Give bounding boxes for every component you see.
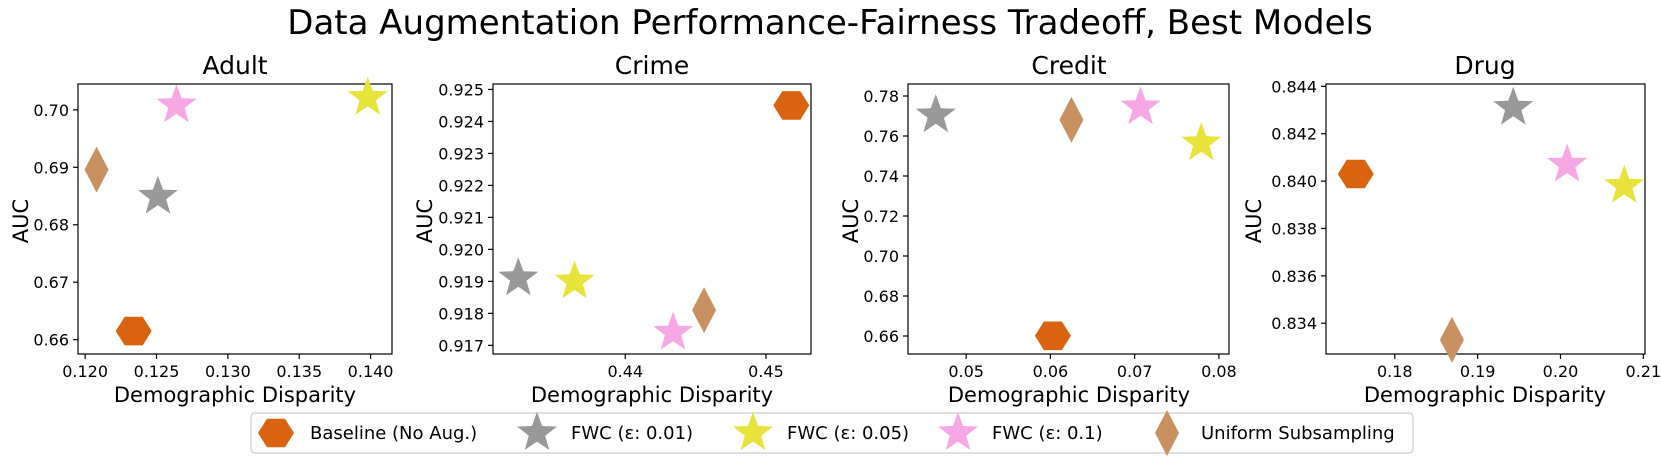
y-axis-label: AUC: [839, 199, 863, 243]
plot-area-frame: [77, 83, 393, 355]
point-fwc-01: [1120, 86, 1161, 125]
legend-marker-fwc-005: [733, 412, 773, 450]
legend-label: Uniform Subsampling: [1201, 423, 1395, 444]
point-uniform: [1059, 96, 1084, 143]
y-tick-label: 0.921: [438, 208, 484, 227]
point-fwc-01: [156, 84, 197, 123]
point-fwc-001: [138, 175, 178, 214]
y-tick-label: 0.923: [438, 144, 484, 163]
y-tick-label: 0.922: [438, 176, 484, 195]
plot-area-frame: [1325, 83, 1646, 355]
panel-drug: Drug Demographic Disparity AUC 0.18 0.19 0…: [1242, 51, 1661, 407]
y-tick-label: 0.840: [1271, 172, 1317, 191]
x-tick-label: 0.44: [607, 362, 643, 381]
point-uniform: [1439, 316, 1464, 363]
y-tick-label: 0.920: [438, 240, 484, 259]
y-tick-label: 0.72: [863, 207, 899, 226]
panel-adult: Adult Demographic Disparity AUC 0.120 0.1…: [9, 51, 393, 407]
y-axis-label: AUC: [413, 199, 437, 243]
y-tick-label: 0.834: [1271, 314, 1317, 333]
legend-label: FWC (ε: 0.05): [787, 423, 909, 444]
legend-marker-uniform: [1155, 410, 1179, 456]
y-tick-label: 0.66: [33, 331, 69, 350]
x-axis-label: Demographic Disparity: [1364, 383, 1606, 407]
x-tick-label: 0.120: [62, 362, 108, 381]
y-tick-label: 0.925: [438, 80, 484, 99]
x-tick-label: 0.18: [1377, 362, 1413, 381]
legend: Baseline (No Aug.) FWC (ε: 0.01) FWC (ε: 0…: [250, 410, 1414, 456]
plot-area-frame: [907, 83, 1230, 355]
x-tick-label: 0.140: [348, 362, 394, 381]
y-tick-label: 0.78: [863, 87, 899, 106]
point-uniform: [692, 287, 717, 334]
point-baseline: [1337, 159, 1374, 189]
x-axis-label: Demographic Disparity: [531, 383, 773, 407]
plot-area-frame: [492, 83, 812, 355]
point-fwc-01: [1547, 143, 1588, 182]
figure-title: Data Augmentation Performance-Fairness T…: [287, 3, 1372, 43]
y-tick-label: 0.918: [438, 304, 484, 323]
panel-title: Crime: [615, 51, 689, 80]
point-fwc-001: [1493, 86, 1534, 125]
y-tick-label: 0.67: [33, 273, 69, 292]
x-tick-label: 0.19: [1460, 362, 1496, 381]
y-tick-label: 0.69: [33, 158, 69, 177]
point-baseline: [773, 91, 810, 120]
x-tick-label: 0.07: [1117, 362, 1153, 381]
x-axis-label: Demographic Disparity: [948, 383, 1190, 407]
y-tick-label: 0.836: [1271, 267, 1317, 286]
y-tick-label: 0.924: [438, 112, 484, 131]
x-axis-label: Demographic Disparity: [114, 383, 356, 407]
panel-crime: Crime Demographic Disparity AUC 0.44 0.45…: [413, 51, 812, 407]
x-tick-label: 0.06: [1033, 362, 1069, 381]
panel-title: Credit: [1031, 51, 1106, 80]
legend-marker-baseline: [258, 418, 294, 448]
x-tick-label: 0.08: [1201, 362, 1237, 381]
point-fwc-005: [1604, 164, 1645, 203]
y-tick-label: 0.68: [33, 216, 69, 235]
x-tick-label: 0.20: [1543, 362, 1579, 381]
y-axis-label: AUC: [1242, 199, 1266, 243]
y-tick-label: 0.70: [863, 247, 899, 266]
y-tick-label: 0.76: [863, 127, 899, 146]
y-tick-label: 0.844: [1271, 77, 1317, 96]
legend-marker-fwc-01: [938, 412, 978, 450]
y-tick-label: 0.66: [863, 327, 899, 346]
x-tick-label: 0.135: [276, 362, 322, 381]
x-tick-label: 0.21: [1626, 362, 1661, 381]
point-fwc-005: [554, 260, 595, 299]
panel-title: Adult: [202, 51, 267, 80]
point-uniform: [84, 146, 109, 193]
legend-marker-fwc-001: [517, 412, 557, 450]
x-tick-label: 0.45: [748, 362, 784, 381]
panel-credit: Credit Demographic Disparity AUC 0.05 0.0…: [839, 51, 1237, 407]
y-tick-label: 0.917: [438, 336, 484, 355]
x-tick-label: 0.130: [205, 362, 251, 381]
point-fwc-005: [347, 76, 388, 115]
point-fwc-01: [653, 311, 694, 350]
legend-label: Baseline (No Aug.): [310, 423, 477, 444]
point-baseline: [115, 316, 152, 346]
y-tick-label: 0.68: [863, 287, 899, 306]
y-axis-label: AUC: [9, 199, 33, 243]
y-tick-label: 0.842: [1271, 125, 1317, 144]
y-tick-label: 0.70: [33, 101, 69, 120]
y-tick-label: 0.838: [1271, 219, 1317, 238]
point-fwc-005: [1181, 122, 1222, 161]
point-fwc-001: [915, 94, 956, 133]
y-tick-label: 0.74: [863, 167, 899, 186]
x-tick-label: 0.125: [134, 362, 180, 381]
x-tick-label: 0.05: [948, 362, 984, 381]
panel-title: Drug: [1454, 51, 1515, 80]
legend-label: FWC (ε: 0.1): [992, 423, 1103, 444]
legend-label: FWC (ε: 0.01): [571, 423, 693, 444]
y-tick-label: 0.919: [438, 272, 484, 291]
point-baseline: [1034, 321, 1071, 351]
point-fwc-001: [498, 257, 539, 296]
